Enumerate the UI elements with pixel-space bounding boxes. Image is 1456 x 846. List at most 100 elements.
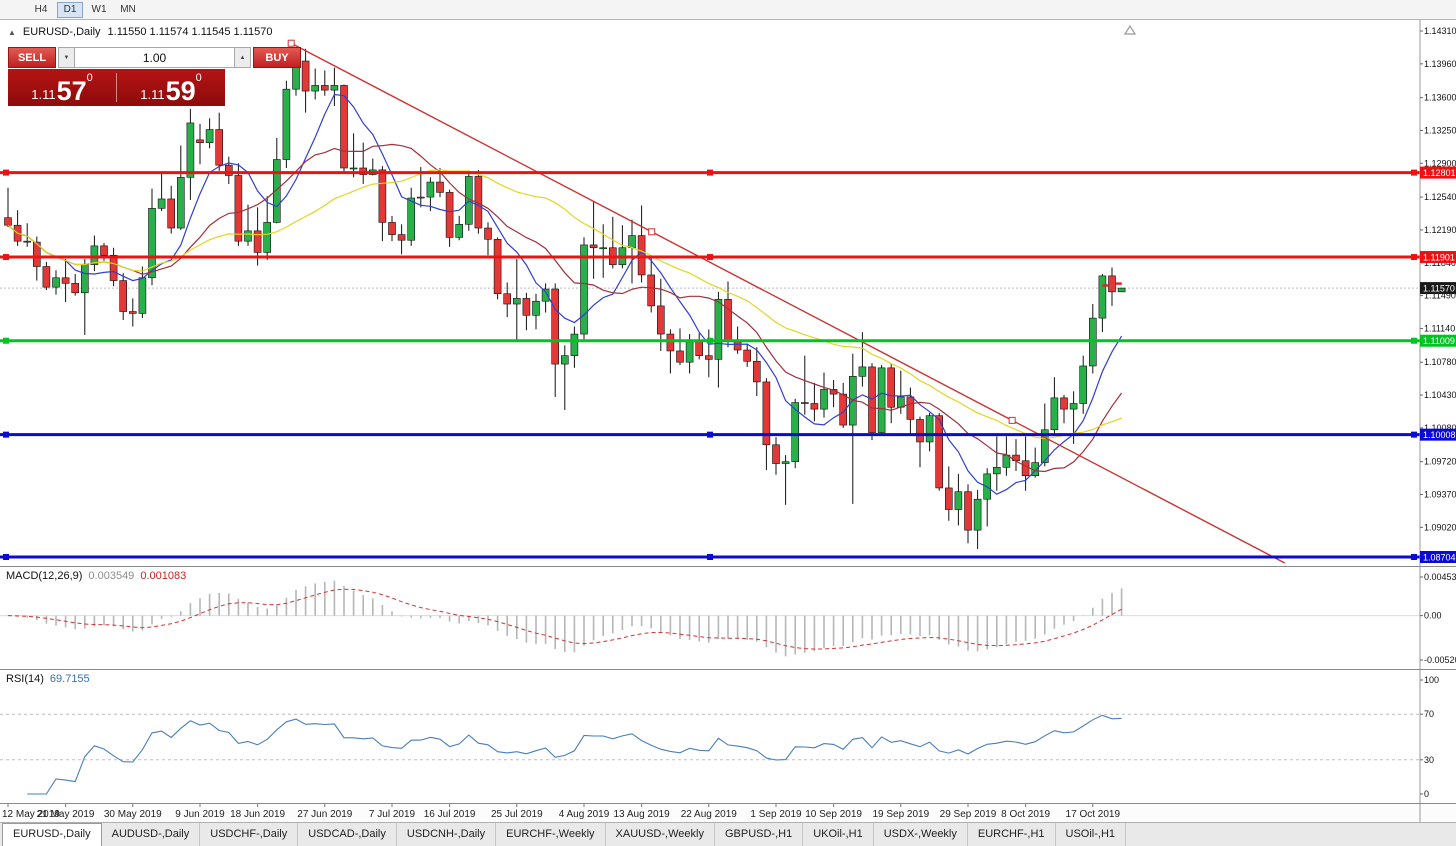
macd-histogram <box>7 580 1123 657</box>
date-label: 27 Jun 2019 <box>297 809 352 820</box>
volume-decrease-button[interactable]: ▼ <box>58 47 75 68</box>
hline-handle[interactable] <box>1411 169 1417 176</box>
date-label: 8 Oct 2019 <box>1001 809 1050 820</box>
chart-title: ▲ EURUSD-,Daily 1.11550 1.11574 1.11545 … <box>8 26 273 38</box>
svg-text:1.14310: 1.14310 <box>1424 26 1456 36</box>
timeframe-toolbar: H4 D1 W1 MN <box>0 0 1456 20</box>
sell-button[interactable]: SELL <box>8 47 56 68</box>
date-label: 17 Oct 2019 <box>1066 809 1121 820</box>
hline-handle[interactable] <box>707 254 713 261</box>
hline-handle[interactable] <box>3 554 9 560</box>
hline-handle[interactable] <box>707 554 713 560</box>
macd-panel[interactable]: 0.00453 0.00 -0.00520 MACD(12,26,9) 0.0035… <box>0 566 1456 669</box>
chart-tab-eurusd-daily[interactable]: EURUSD-,Daily <box>2 823 102 846</box>
buy-button[interactable]: BUY <box>253 47 301 68</box>
svg-text:1.12190: 1.12190 <box>1424 225 1456 235</box>
hline-handle[interactable] <box>3 169 9 176</box>
svg-text:1.10080: 1.10080 <box>1424 423 1456 433</box>
descending-trendline[interactable] <box>290 42 1286 564</box>
macd-name: MACD(12,26,9) <box>6 570 83 582</box>
chart-tab-usdcnh-daily[interactable]: USDCNH-,Daily <box>397 823 497 846</box>
svg-text:1.10430: 1.10430 <box>1424 390 1456 400</box>
chart-tab-gbpusd-h1[interactable]: GBPUSD-,H1 <box>715 823 804 846</box>
chart-tab-eurchf-weekly[interactable]: EURCHF-,Weekly <box>496 823 606 846</box>
chart-tab-ukoil-h1[interactable]: UKOil-,H1 <box>803 823 874 846</box>
date-label: 13 Aug 2019 <box>614 809 671 820</box>
chart-tab-xauusd-weekly[interactable]: XAUUSD-,Weekly <box>606 823 715 846</box>
macd-main-value: 0.003549 <box>88 570 135 582</box>
hline-handle[interactable] <box>707 337 713 344</box>
trendline-handle[interactable] <box>648 228 656 236</box>
date-label: 19 Sep 2019 <box>872 809 929 820</box>
ohlc-values: 1.11550 1.11574 1.11545 1.11570 <box>107 26 273 38</box>
hline-handle[interactable] <box>1411 554 1417 560</box>
macd-label: MACD(12,26,9) 0.003549 0.001083 <box>6 570 186 582</box>
hline-handle[interactable] <box>1411 337 1417 344</box>
chart-tab-usoil-h1[interactable]: USOil-,H1 <box>1056 823 1127 846</box>
hline-handle[interactable] <box>707 169 713 176</box>
date-label: 29 Sep 2019 <box>940 809 997 820</box>
chart-tab-usdchf-daily[interactable]: USDCHF-,Daily <box>200 823 299 846</box>
svg-text:1.13960: 1.13960 <box>1424 59 1456 69</box>
svg-text:1.09370: 1.09370 <box>1424 490 1456 500</box>
rsi-panel[interactable]: 100 70 30 0 RSI(14) 69.7155 <box>0 669 1456 803</box>
svg-text:1.08704: 1.08704 <box>1423 553 1456 563</box>
macd-chart-canvas[interactable]: 0.00453 0.00 -0.00520 <box>0 567 1456 669</box>
price-chart-canvas[interactable]: 1.14310 1.13960 1.13600 1.13250 1.12900 1.125… <box>0 20 1456 566</box>
date-label: 22 Aug 2019 <box>681 809 738 820</box>
chart-tab-eurchf-h1[interactable]: EURCHF-,H1 <box>968 823 1056 846</box>
hline-handle[interactable] <box>1411 254 1417 261</box>
date-label: 16 Jul 2019 <box>424 809 476 820</box>
date-label: 25 Jul 2019 <box>491 809 543 820</box>
hline-handle[interactable] <box>707 431 713 438</box>
hline-handle[interactable] <box>3 254 9 261</box>
chart-shift-marker <box>1123 24 1137 35</box>
timeframe-button-w1[interactable]: W1 <box>86 2 112 18</box>
ask-price[interactable]: 1.11 59 0 <box>140 72 202 106</box>
bid-price[interactable]: 1.11 57 0 <box>31 72 93 106</box>
date-label: 12 May 2019 <box>2 809 60 820</box>
date-label: 21 May 2019 <box>37 809 95 820</box>
chart-tab-audusd-daily[interactable]: AUDUSD-,Daily <box>102 823 201 846</box>
svg-text:1.12900: 1.12900 <box>1424 158 1456 168</box>
macd-signal-line <box>7 588 1122 650</box>
chart-tab-usdx-weekly[interactable]: USDX-,Weekly <box>874 823 968 846</box>
candles <box>4 48 1126 549</box>
hline-handle[interactable] <box>3 431 9 438</box>
svg-text:0.00453: 0.00453 <box>1424 572 1456 582</box>
svg-text:1.11140: 1.11140 <box>1424 323 1455 333</box>
chart-tab-usdcad-daily[interactable]: USDCAD-,Daily <box>298 823 397 846</box>
rsi-chart-canvas[interactable]: 100 70 30 0 <box>0 670 1456 803</box>
svg-text:100: 100 <box>1424 675 1439 685</box>
timeframe-button-mn[interactable]: MN <box>115 2 141 18</box>
date-axis[interactable]: 12 May 2019 21 May 2019 30 May 2019 9 Jun 2… <box>0 803 1456 822</box>
hline-handle[interactable] <box>3 337 9 344</box>
price-divider <box>116 73 117 102</box>
svg-text:1.11009: 1.11009 <box>1423 336 1455 346</box>
svg-text:1.10008: 1.10008 <box>1423 430 1456 440</box>
trendline-handle[interactable] <box>1008 416 1016 424</box>
axis-price-badge <box>1420 334 1456 347</box>
rsi-value: 69.7155 <box>49 673 90 685</box>
collapse-arrow-icon[interactable]: ▲ <box>8 27 16 37</box>
volume-input[interactable] <box>75 47 234 68</box>
volume-increase-button[interactable]: ▲ <box>234 47 251 68</box>
bid-ask-display[interactable]: 1.11 57 0 1.11 59 0 <box>8 69 225 106</box>
svg-text:1.11570: 1.11570 <box>1423 284 1455 294</box>
trendline-handle[interactable] <box>287 39 295 47</box>
price-panel[interactable]: 1.14310 1.13960 1.13600 1.13250 1.12900 1.125… <box>0 20 1456 566</box>
macd-signal-value: 0.001083 <box>140 570 187 582</box>
hline-handle[interactable] <box>1411 431 1417 438</box>
svg-text:0: 0 <box>1424 789 1429 799</box>
timeframe-button-h4[interactable]: H4 <box>28 2 54 18</box>
svg-text:1.12540: 1.12540 <box>1424 192 1456 202</box>
symbol-title: EURUSD-,Daily <box>22 26 101 38</box>
svg-text:1.11490: 1.11490 <box>1424 291 1456 301</box>
timeframe-button-d1[interactable]: D1 <box>57 1 83 18</box>
date-label: 10 Sep 2019 <box>805 809 862 820</box>
date-label: 1 Sep 2019 <box>750 809 802 820</box>
date-label: 18 Jun 2019 <box>230 809 285 820</box>
